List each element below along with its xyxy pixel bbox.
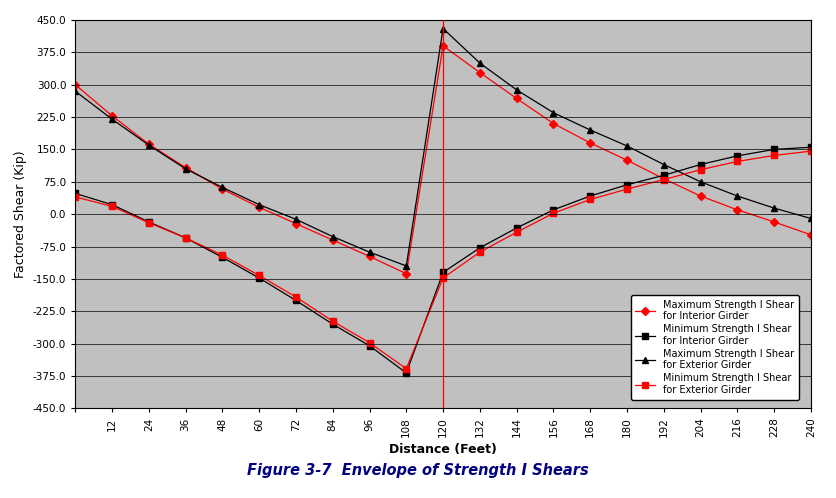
Maximum Strength I Shear
for Exterior Girder: [364, 249, 375, 255]
Maximum Strength I Shear
for Exterior Girder: [181, 166, 191, 172]
Maximum Strength I Shear
for Interior Girder: [659, 176, 669, 182]
Maximum Strength I Shear
for Interior Girder: [585, 140, 595, 146]
Minimum Strength I Shear
for Interior Girder: [585, 193, 595, 199]
Minimum Strength I Shear
for Exterior Girder: [659, 177, 669, 183]
Minimum Strength I Shear
for Interior Girder: [512, 225, 522, 231]
Minimum Strength I Shear
for Interior Girder: [107, 202, 117, 208]
Maximum Strength I Shear
for Exterior Girder: [769, 205, 779, 211]
Minimum Strength I Shear
for Exterior Girder: [512, 229, 522, 235]
Minimum Strength I Shear
for Interior Girder: [438, 269, 448, 275]
Maximum Strength I Shear
for Interior Girder: [107, 113, 117, 119]
Maximum Strength I Shear
for Exterior Girder: [291, 216, 301, 222]
Maximum Strength I Shear
for Exterior Girder: [144, 142, 154, 148]
Maximum Strength I Shear
for Exterior Girder: [659, 161, 669, 167]
Maximum Strength I Shear
for Interior Girder: [622, 157, 632, 163]
Y-axis label: Factored Shear (Kip): Factored Shear (Kip): [14, 150, 27, 278]
Maximum Strength I Shear
for Interior Girder: [769, 219, 779, 225]
X-axis label: Distance (Feet): Distance (Feet): [389, 443, 497, 456]
Minimum Strength I Shear
for Interior Girder: [291, 297, 301, 303]
Maximum Strength I Shear
for Exterior Girder: [806, 216, 816, 222]
Minimum Strength I Shear
for Exterior Girder: [144, 220, 154, 226]
Minimum Strength I Shear
for Exterior Girder: [291, 294, 301, 300]
Maximum Strength I Shear
for Exterior Girder: [696, 179, 706, 185]
Minimum Strength I Shear
for Exterior Girder: [401, 366, 411, 372]
Maximum Strength I Shear
for Interior Girder: [144, 141, 154, 147]
Minimum Strength I Shear
for Interior Girder: [622, 182, 632, 188]
Maximum Strength I Shear
for Exterior Girder: [254, 202, 264, 208]
Maximum Strength I Shear
for Interior Girder: [806, 232, 816, 238]
Maximum Strength I Shear
for Exterior Girder: [512, 87, 522, 93]
Maximum Strength I Shear
for Interior Girder: [364, 253, 375, 259]
Maximum Strength I Shear
for Exterior Girder: [70, 88, 80, 94]
Minimum Strength I Shear
for Exterior Girder: [585, 197, 595, 203]
Minimum Strength I Shear
for Exterior Girder: [622, 186, 632, 192]
Text: Figure 3-7  Envelope of Strength I Shears: Figure 3-7 Envelope of Strength I Shears: [247, 463, 589, 478]
Maximum Strength I Shear
for Exterior Girder: [732, 193, 742, 199]
Minimum Strength I Shear
for Interior Girder: [364, 343, 375, 349]
Minimum Strength I Shear
for Interior Girder: [659, 172, 669, 178]
Minimum Strength I Shear
for Interior Girder: [181, 235, 191, 241]
Maximum Strength I Shear
for Exterior Girder: [401, 263, 411, 269]
Maximum Strength I Shear
for Interior Girder: [217, 186, 227, 192]
Minimum Strength I Shear
for Exterior Girder: [217, 252, 227, 258]
Legend: Maximum Strength I Shear
for Interior Girder, Minimum Strength I Shear
for Inter: Maximum Strength I Shear for Interior Gi…: [630, 295, 798, 399]
Line: Minimum Strength I Shear
for Exterior Girder: Minimum Strength I Shear for Exterior Gi…: [73, 148, 813, 372]
Minimum Strength I Shear
for Interior Girder: [401, 370, 411, 376]
Minimum Strength I Shear
for Exterior Girder: [438, 275, 448, 281]
Line: Minimum Strength I Shear
for Interior Girder: Minimum Strength I Shear for Interior Gi…: [73, 144, 813, 376]
Maximum Strength I Shear
for Interior Girder: [475, 70, 485, 76]
Maximum Strength I Shear
for Interior Girder: [401, 271, 411, 277]
Minimum Strength I Shear
for Exterior Girder: [475, 249, 485, 255]
Minimum Strength I Shear
for Interior Girder: [217, 254, 227, 260]
Minimum Strength I Shear
for Interior Girder: [696, 161, 706, 167]
Minimum Strength I Shear
for Interior Girder: [475, 245, 485, 251]
Minimum Strength I Shear
for Exterior Girder: [107, 203, 117, 209]
Minimum Strength I Shear
for Exterior Girder: [70, 194, 80, 200]
Maximum Strength I Shear
for Exterior Girder: [475, 60, 485, 66]
Minimum Strength I Shear
for Exterior Girder: [254, 272, 264, 278]
Maximum Strength I Shear
for Exterior Girder: [585, 127, 595, 133]
Minimum Strength I Shear
for Interior Girder: [70, 190, 80, 196]
Maximum Strength I Shear
for Interior Girder: [512, 96, 522, 102]
Minimum Strength I Shear
for Exterior Girder: [806, 148, 816, 154]
Maximum Strength I Shear
for Exterior Girder: [548, 110, 558, 116]
Minimum Strength I Shear
for Exterior Girder: [696, 167, 706, 173]
Minimum Strength I Shear
for Interior Girder: [254, 275, 264, 281]
Maximum Strength I Shear
for Exterior Girder: [622, 143, 632, 149]
Minimum Strength I Shear
for Exterior Girder: [548, 210, 558, 216]
Line: Maximum Strength I Shear
for Interior Girder: Maximum Strength I Shear for Interior Gi…: [73, 43, 813, 276]
Maximum Strength I Shear
for Exterior Girder: [438, 25, 448, 31]
Minimum Strength I Shear
for Exterior Girder: [364, 340, 375, 346]
Maximum Strength I Shear
for Interior Girder: [291, 221, 301, 227]
Maximum Strength I Shear
for Interior Girder: [181, 164, 191, 170]
Minimum Strength I Shear
for Exterior Girder: [328, 318, 338, 324]
Minimum Strength I Shear
for Exterior Girder: [181, 235, 191, 241]
Maximum Strength I Shear
for Interior Girder: [438, 43, 448, 49]
Maximum Strength I Shear
for Interior Girder: [254, 204, 264, 210]
Maximum Strength I Shear
for Exterior Girder: [217, 184, 227, 190]
Line: Maximum Strength I Shear
for Exterior Girder: Maximum Strength I Shear for Exterior Gi…: [73, 26, 813, 269]
Minimum Strength I Shear
for Interior Girder: [328, 321, 338, 327]
Maximum Strength I Shear
for Interior Girder: [70, 82, 80, 88]
Minimum Strength I Shear
for Interior Girder: [732, 153, 742, 159]
Minimum Strength I Shear
for Interior Girder: [769, 146, 779, 152]
Maximum Strength I Shear
for Exterior Girder: [107, 116, 117, 122]
Minimum Strength I Shear
for Exterior Girder: [769, 152, 779, 158]
Maximum Strength I Shear
for Interior Girder: [696, 193, 706, 199]
Maximum Strength I Shear
for Interior Girder: [732, 207, 742, 213]
Minimum Strength I Shear
for Interior Girder: [548, 207, 558, 213]
Minimum Strength I Shear
for Exterior Girder: [732, 158, 742, 164]
Maximum Strength I Shear
for Interior Girder: [328, 237, 338, 243]
Minimum Strength I Shear
for Interior Girder: [806, 144, 816, 150]
Maximum Strength I Shear
for Interior Girder: [548, 121, 558, 126]
Maximum Strength I Shear
for Exterior Girder: [328, 234, 338, 240]
Minimum Strength I Shear
for Interior Girder: [144, 219, 154, 225]
